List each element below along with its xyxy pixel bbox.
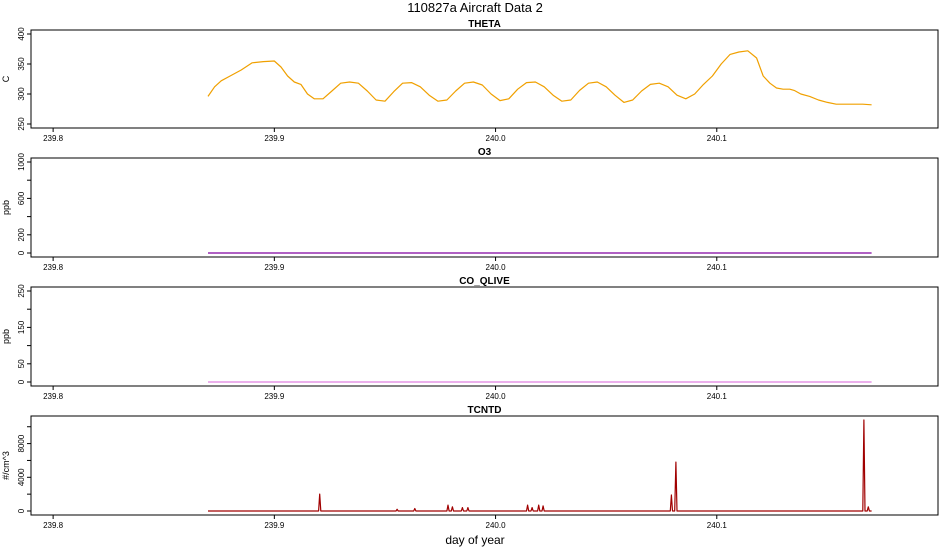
y-tick-label: 150	[17, 320, 26, 334]
y-tick-label: 0	[17, 508, 26, 513]
y-tick-label: 400	[17, 27, 26, 41]
x-tick-label: 240.0	[486, 392, 507, 401]
y-tick-label: 0	[17, 379, 26, 384]
panel-tcntd: TCNTD #/cm^3 0 4000 8000 239.8 239.9 240.0 240.1	[1, 405, 939, 530]
series-line	[207, 50, 872, 106]
y-tick-label: 600	[17, 191, 26, 205]
y-tick-label: 4000	[17, 468, 26, 486]
panel-theta: THETA C 250 300 350 400 239.8 239.9 240.0 240.1	[1, 19, 939, 143]
y-axis-label: ppb	[1, 329, 11, 344]
panel-title: CO_QLIVE	[459, 276, 510, 287]
x-tick-label: 239.8	[43, 392, 64, 401]
x-tick-label: 240.0	[486, 134, 507, 143]
plot-frame	[30, 286, 939, 387]
y-tick-label: 8000	[17, 434, 26, 452]
y-tick-label: 300	[17, 87, 26, 101]
y-tick-label: 1000	[17, 153, 26, 171]
x-tick-label: 240.0	[486, 521, 507, 530]
y-tick-label: 0	[17, 250, 26, 255]
x-tick-label: 240.1	[707, 392, 728, 401]
y-tick-label: 200	[17, 228, 26, 242]
x-tick-label: 240.1	[707, 134, 728, 143]
plot-frame	[30, 415, 939, 516]
x-tick-label: 239.8	[43, 263, 64, 272]
series-line	[208, 419, 872, 512]
panel-o3: O3 ppb 0 200 600 1000 239.8 239.9 240.0 240.1	[1, 147, 939, 272]
x-tick-label: 239.8	[43, 521, 64, 530]
x-tick-label: 239.9	[264, 521, 285, 530]
y-tick-label: 250	[17, 117, 26, 131]
y-tick-label: 250	[17, 284, 26, 298]
x-tick-label: 239.8	[43, 134, 64, 143]
x-tick-label: 239.9	[264, 392, 285, 401]
plot-frame	[30, 29, 939, 129]
y-tick-label: 50	[17, 359, 26, 368]
y-tick-label: 350	[17, 57, 26, 71]
plot-frame	[30, 157, 939, 258]
x-tick-label: 239.9	[264, 134, 285, 143]
panel-title: TCNTD	[468, 405, 502, 416]
x-tick-label: 240.0	[486, 263, 507, 272]
panel-title: O3	[478, 147, 492, 158]
figure-title: 110827a Aircraft Data 2	[407, 0, 543, 15]
y-axis-label: #/cm^3	[1, 451, 11, 480]
x-tick-label: 240.1	[707, 263, 728, 272]
x-tick-label: 240.1	[707, 521, 728, 530]
panel-title: THETA	[468, 19, 501, 30]
y-axis-label: ppb	[1, 200, 11, 215]
x-axis-title: day of year	[445, 533, 504, 547]
y-axis-label: C	[1, 75, 11, 82]
x-tick-label: 239.9	[264, 263, 285, 272]
